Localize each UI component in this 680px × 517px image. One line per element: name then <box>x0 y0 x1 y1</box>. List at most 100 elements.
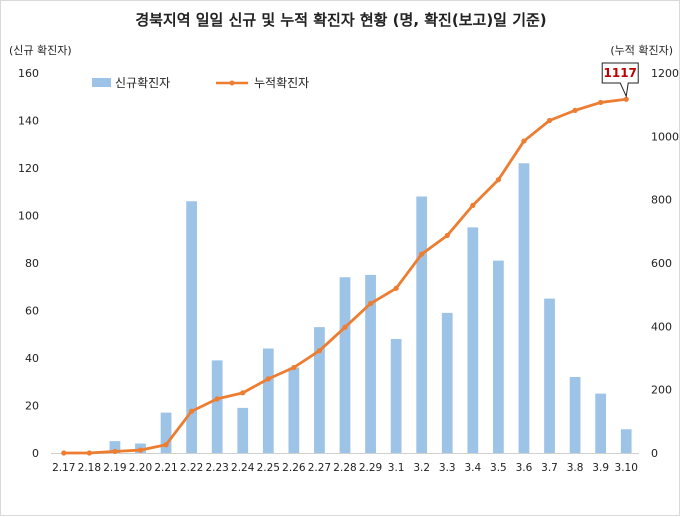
x-tick-label: 3.9 <box>592 462 609 474</box>
bar <box>569 377 581 453</box>
line-point <box>393 285 399 291</box>
bar <box>314 327 325 453</box>
bar <box>390 339 402 453</box>
line-point <box>214 396 220 402</box>
x-tick-label: 2.29 <box>359 462 382 474</box>
bar <box>467 227 479 453</box>
bar <box>416 196 428 453</box>
line-point <box>86 450 92 456</box>
bar <box>365 274 376 453</box>
right-tick-label: 400 <box>651 320 672 333</box>
x-tick-label: 2.21 <box>154 462 177 474</box>
bar <box>595 393 607 453</box>
x-tick-label: 2.19 <box>103 462 126 474</box>
line-point <box>342 324 348 330</box>
line-point <box>495 177 501 183</box>
x-tick-label: 3.4 <box>464 462 481 474</box>
right-tick-label: 1000 <box>651 130 679 143</box>
x-tick-label: 3.10 <box>615 462 638 474</box>
x-tick-label: 3.6 <box>516 462 533 474</box>
line-point <box>137 447 144 453</box>
line-point <box>240 390 246 396</box>
bar <box>339 277 351 453</box>
x-tick-label: 2.28 <box>333 462 356 474</box>
callout-label: 1117 <box>604 66 637 80</box>
bar <box>211 360 223 453</box>
bar <box>493 260 504 453</box>
x-tick-label: 2.26 <box>282 462 306 474</box>
x-tick-label: 3.3 <box>439 462 456 474</box>
line-point <box>419 251 425 257</box>
left-tick-label: 100 <box>18 210 39 223</box>
left-tick-label: 20 <box>25 400 39 413</box>
right-tick-label: 1200 <box>651 67 679 80</box>
callout: 1117 <box>601 62 639 99</box>
line-point <box>598 99 604 106</box>
left-axis-label: (신규 확진자) <box>9 44 72 57</box>
right-tick-label: 800 <box>651 194 672 207</box>
left-tick-label: 40 <box>25 352 39 365</box>
line-point <box>189 408 195 414</box>
line-point <box>521 138 527 144</box>
left-tick-label: 60 <box>25 305 39 318</box>
line-point <box>61 450 67 456</box>
x-tick-label: 3.2 <box>413 462 430 474</box>
x-tick-label: 2.27 <box>308 462 331 474</box>
bar <box>237 407 249 453</box>
x-tick-label: 2.22 <box>180 462 203 474</box>
left-tick-label: 80 <box>25 257 39 270</box>
x-tick-label: 2.24 <box>231 462 255 474</box>
bar <box>160 412 172 453</box>
bar <box>544 298 555 453</box>
line-series <box>61 96 629 456</box>
line-point <box>291 364 297 371</box>
bar <box>620 429 632 453</box>
left-tick-label: 120 <box>18 162 39 175</box>
x-tick-label: 3.8 <box>567 462 584 474</box>
legend-label-bar: 신규확진자 <box>115 76 170 90</box>
x-tick-label: 2.20 <box>129 462 152 474</box>
x-tick-label: 3.7 <box>541 462 558 474</box>
right-tick-label: 600 <box>651 257 672 270</box>
line-point <box>112 448 118 455</box>
line-point <box>546 117 553 124</box>
x-tick-label: 2.23 <box>205 462 228 474</box>
x-tick-label: 3.1 <box>388 462 405 474</box>
x-axis: 2.17 2.18 2.19 2.20 2.21 2.22 2.23 2.24 2.25 2.26… <box>52 462 638 474</box>
legend-label-line: 누적확진자 <box>254 76 309 90</box>
bar <box>109 441 121 453</box>
x-tick-label: 3.5 <box>490 462 507 474</box>
right-tick-label: 200 <box>651 384 672 397</box>
line-point <box>444 232 450 239</box>
line-point <box>623 96 629 102</box>
legend: 신규확진자 누적확진자 <box>92 76 309 90</box>
bar <box>441 312 453 453</box>
bar <box>262 348 274 453</box>
right-axis: 0 200 400 600 800 1000 1200 <box>651 67 679 460</box>
right-axis-label: (누적 확진자) <box>610 44 673 57</box>
legend-swatch-bar <box>92 78 111 87</box>
bar-series <box>109 163 632 453</box>
x-tick-label: 2.17 <box>52 462 75 474</box>
bar <box>288 367 300 453</box>
left-tick-label: 0 <box>32 447 39 460</box>
line-point <box>163 442 169 448</box>
legend-swatch-marker <box>229 80 235 86</box>
chart-title: 경북지역 일일 신규 및 누적 확진자 현황 (명, 확진(보고)일 기준) <box>135 11 546 29</box>
callout-box <box>601 62 639 99</box>
x-tick-label: 2.18 <box>78 462 101 474</box>
bar <box>518 163 530 453</box>
left-tick-label: 140 <box>18 115 39 128</box>
left-axis: 0 20 40 60 80 100 120 140 160 <box>18 67 39 460</box>
line-point <box>367 300 374 307</box>
left-tick-label: 160 <box>18 67 39 80</box>
bar <box>186 201 197 453</box>
line-point <box>316 348 323 354</box>
line-point <box>572 107 578 113</box>
right-tick-label: 0 <box>651 447 658 460</box>
x-tick-label: 2.25 <box>257 462 280 474</box>
line-point <box>265 376 271 382</box>
line-point <box>470 202 476 208</box>
